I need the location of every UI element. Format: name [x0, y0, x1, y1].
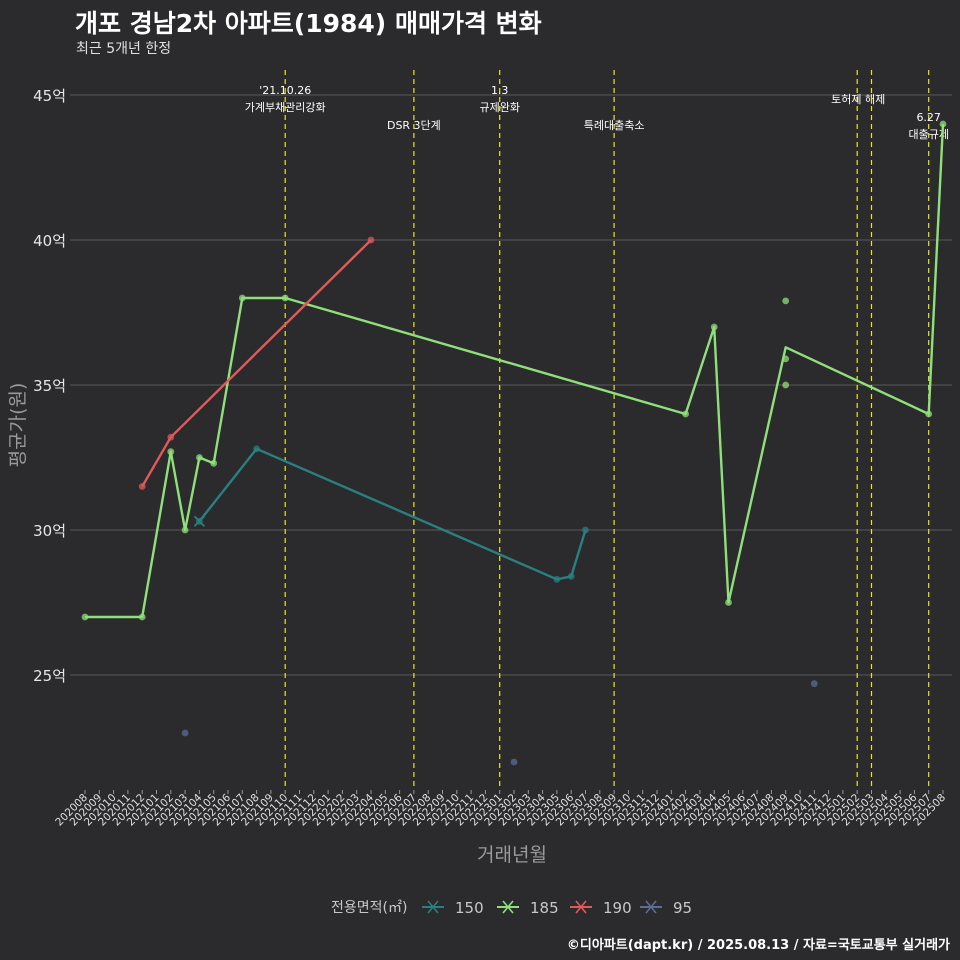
y-axis-label: 평균가(원) [7, 383, 29, 468]
data-point-185 [138, 613, 146, 621]
legend-swatch-marker-185 [502, 900, 514, 914]
x-axis: 2020082020092020102020112020122021012021… [53, 790, 948, 828]
data-point-185 [782, 381, 790, 389]
y-gridlines [70, 94, 952, 676]
event-label: 토허제 해제 [831, 92, 885, 106]
event-label: 특례대출축소 [584, 119, 645, 132]
legend-swatch-marker-190 [575, 900, 587, 914]
x-axis-label: 거래년월 [477, 844, 547, 866]
data-point-185 [196, 454, 203, 461]
data-point-185 [210, 459, 218, 467]
data-point-185 [181, 526, 189, 534]
series-points [81, 120, 947, 766]
source-caption: ©디아파트(dapt.kr) / 2025.08.13 / 자료=국토교통부 실… [566, 938, 950, 953]
series-lines [85, 123, 945, 619]
data-point-190 [167, 433, 175, 441]
series-line-185 [85, 123, 945, 619]
event-label: 대출규제 [908, 128, 948, 141]
point-marker-150 [193, 515, 206, 527]
data-point-190 [138, 483, 146, 490]
event-label: '21.10.26 [259, 84, 311, 97]
data-point-185 [682, 410, 689, 418]
y-tick-label: 30억 [33, 522, 66, 540]
data-point-190 [367, 236, 375, 244]
chart-title: 개포 경남2차 아파트(1984) 매매가격 변화 [75, 9, 542, 38]
data-point-185 [782, 355, 790, 363]
legend-swatch-marker-95 [645, 900, 657, 914]
y-tick-label: 40억 [33, 232, 66, 250]
event-label: 6.27 [916, 111, 941, 124]
data-point-150 [567, 573, 575, 580]
chart-subtitle: 최근 5개년 한정 [76, 41, 172, 57]
data-point-185 [925, 410, 933, 418]
data-point-185 [939, 120, 947, 128]
data-point-185 [725, 599, 732, 606]
legend: 전용면적(㎡) 150 185 190 95 [331, 899, 692, 917]
data-point-185 [782, 297, 790, 305]
y-tick-label: 25억 [33, 667, 66, 685]
event-label: 1.3 [491, 84, 509, 97]
y-axis: 25억 30억 35억 40억 45억 [33, 87, 66, 685]
legend-label-150: 150 [455, 899, 484, 917]
legend-swatch-marker-150 [427, 900, 439, 914]
data-point-185 [281, 294, 289, 302]
data-point-150 [253, 445, 260, 453]
event-label: 규제완화 [479, 101, 519, 114]
data-point-150 [553, 575, 561, 583]
event-label: 가계부채관리강화 [245, 101, 326, 114]
data-point-95 [810, 680, 818, 688]
data-point-95 [181, 729, 189, 737]
data-point-185 [238, 294, 246, 302]
legend-label-95: 95 [673, 899, 692, 917]
event-label: DSR 3단계 [387, 119, 441, 132]
data-point-150 [582, 526, 589, 534]
legend-title: 전용면적(㎡) [331, 900, 407, 916]
legend-label-190: 190 [603, 899, 632, 917]
y-tick-label: 45억 [33, 87, 66, 105]
data-point-185 [167, 448, 175, 456]
data-point-95 [510, 758, 518, 766]
y-tick-label: 35억 [33, 377, 66, 395]
data-point-185 [81, 613, 89, 621]
data-point-185 [710, 323, 718, 331]
series-line-150 [198, 447, 587, 581]
legend-label-185: 185 [530, 899, 559, 917]
